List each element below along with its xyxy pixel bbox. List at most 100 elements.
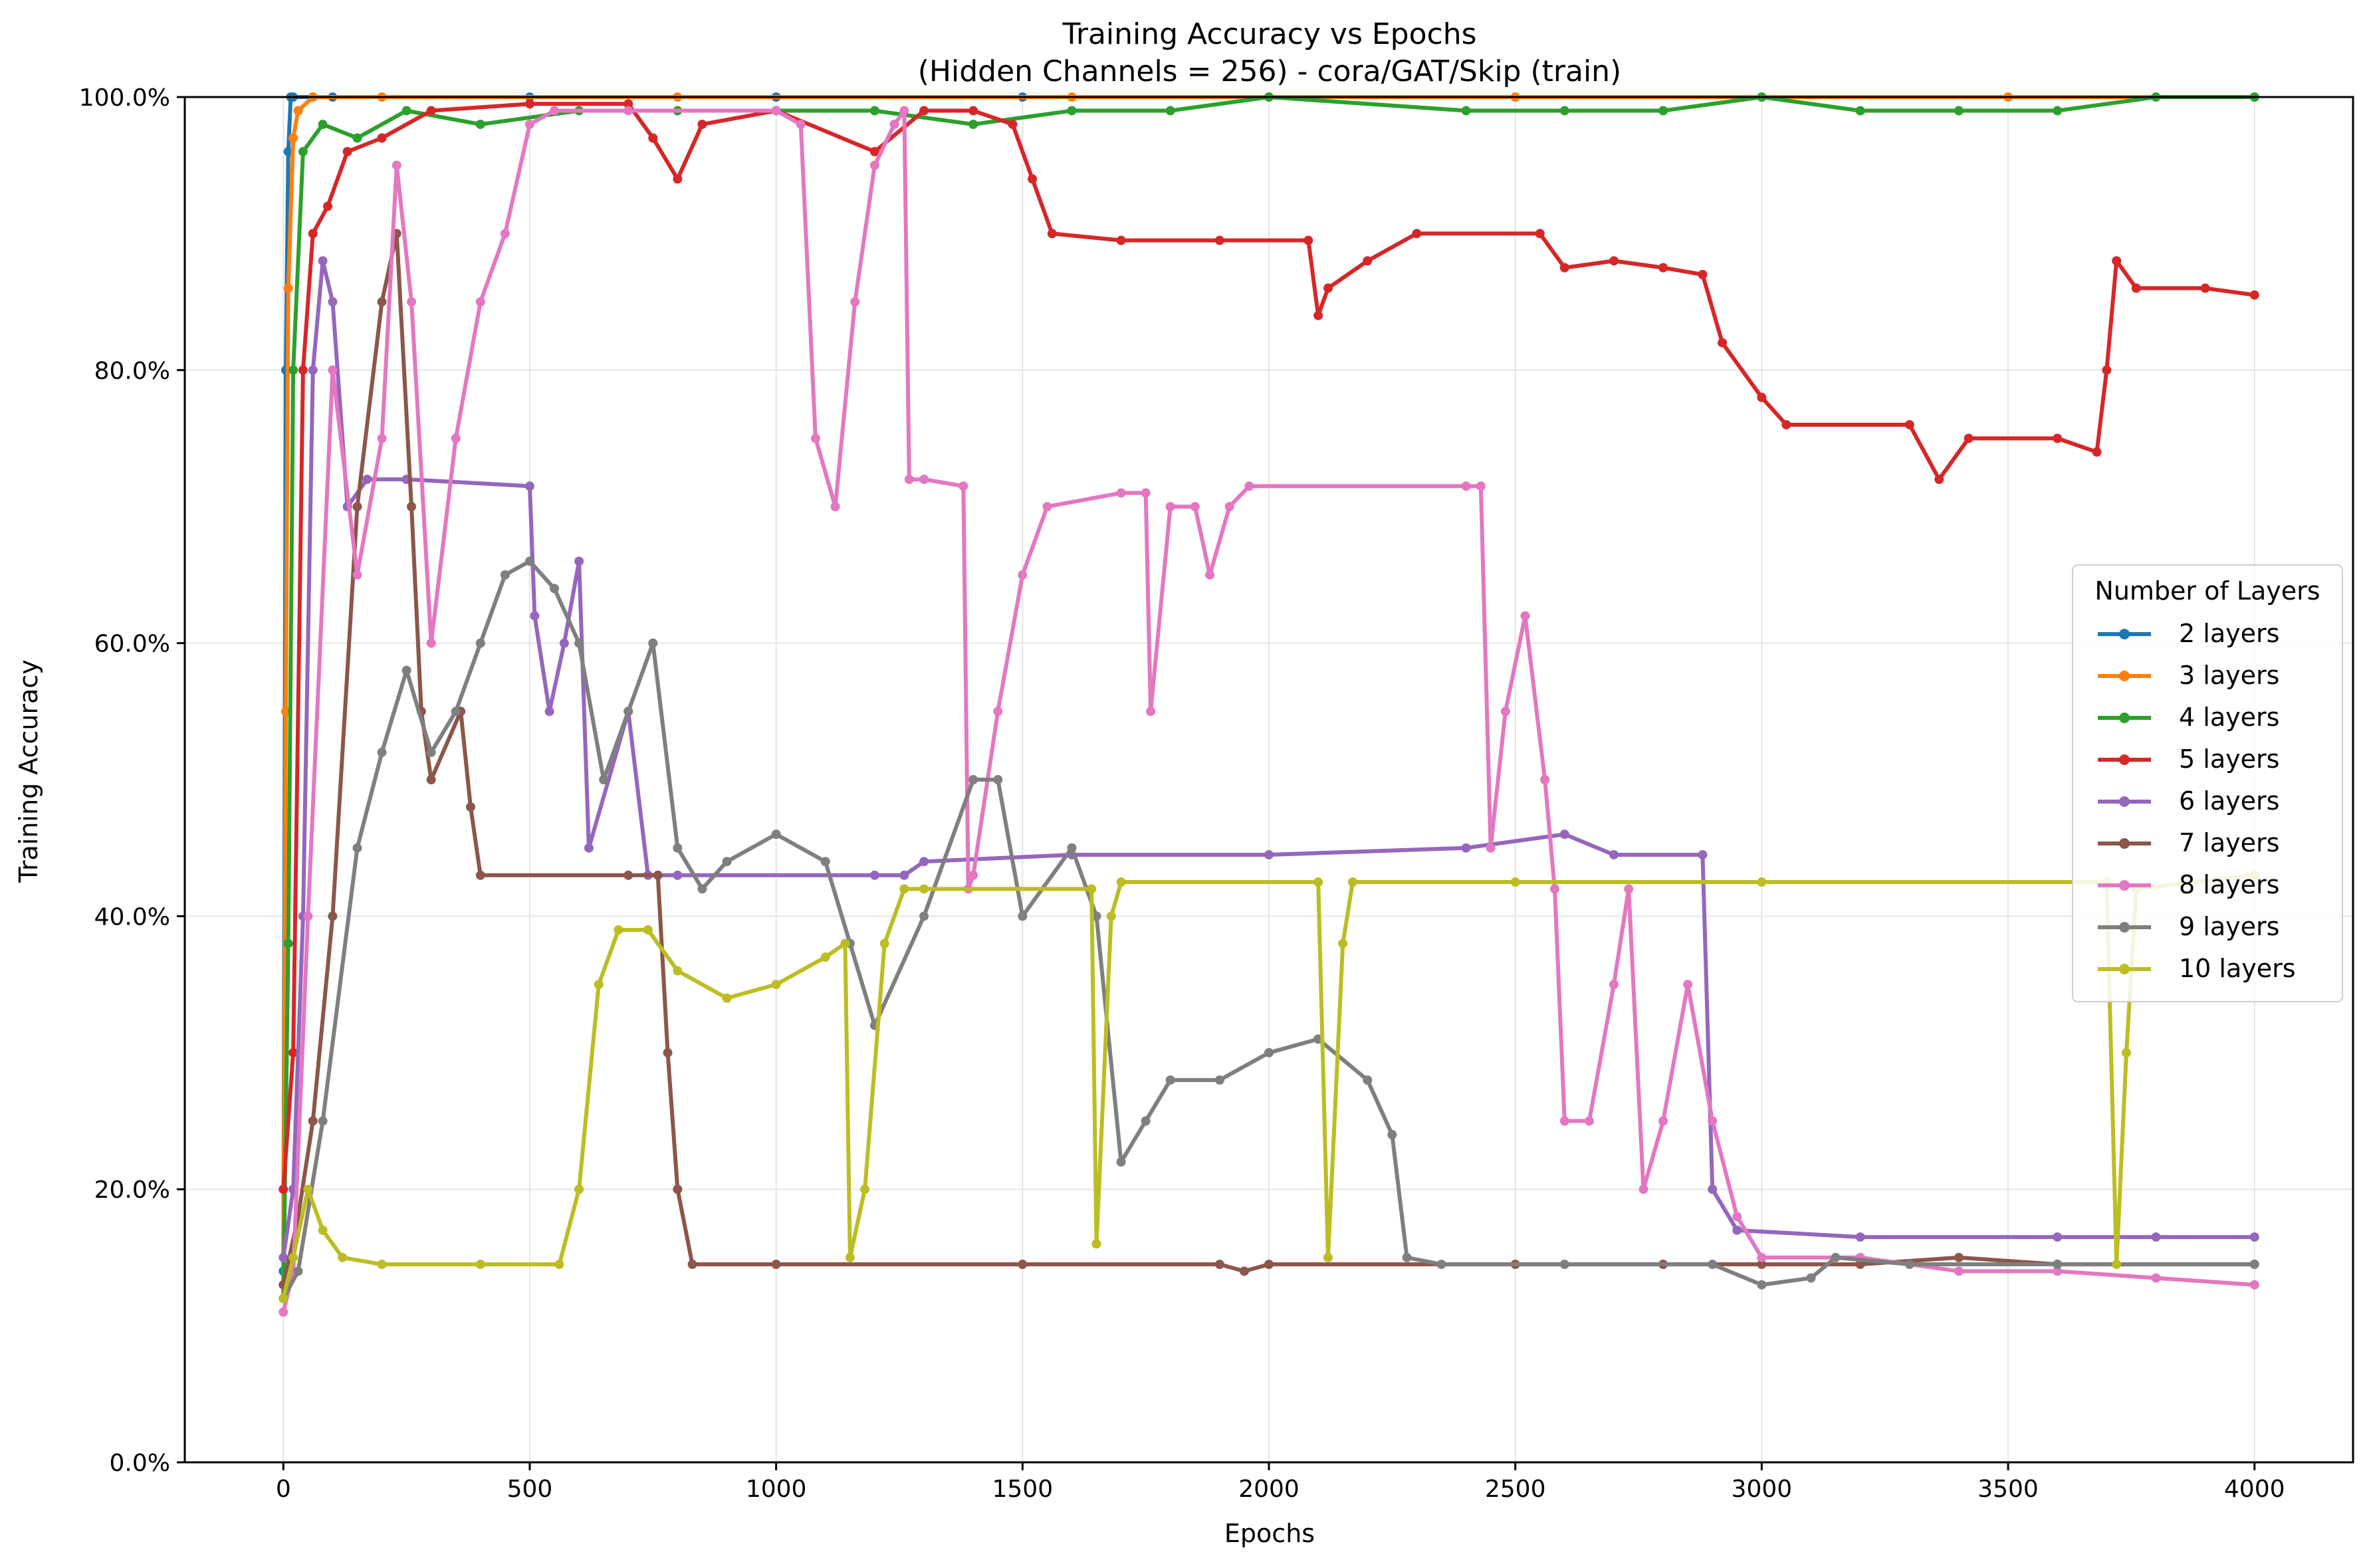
data-point: [1781, 419, 1791, 429]
data-point: [2121, 1048, 2131, 1058]
data-point: [318, 1116, 328, 1126]
data-point: [2053, 106, 2063, 116]
data-point: [771, 830, 781, 840]
data-point: [1964, 433, 1974, 443]
data-point: [283, 283, 293, 293]
data-point: [869, 870, 879, 880]
data-point: [2151, 1273, 2161, 1283]
data-point: [1954, 1266, 1964, 1276]
data-point: [1165, 1075, 1175, 1085]
data-point: [1461, 843, 1471, 853]
data-point: [451, 707, 461, 717]
data-point: [328, 297, 338, 307]
data-point: [1116, 488, 1126, 498]
data-point: [2249, 290, 2259, 300]
data-point: [377, 433, 387, 443]
data-point: [1313, 310, 1323, 320]
data-point: [1535, 229, 1545, 239]
data-point: [303, 911, 313, 921]
axes: 0 500 1000 1500 2000 2500 3000 3500 4000 0.0% 20.0…: [79, 84, 2354, 1503]
y-tick-label: 60.0%: [94, 631, 170, 658]
data-point: [303, 1184, 313, 1194]
chart-title: Training Accuracy vs Epochs: [1062, 17, 1476, 51]
data-point: [475, 120, 485, 130]
data-point: [407, 297, 417, 307]
data-point: [544, 707, 554, 717]
data-point: [968, 120, 978, 130]
legend-swatch-marker: [2119, 713, 2130, 723]
data-point: [1855, 106, 1865, 116]
data-point: [1363, 256, 1373, 266]
data-point: [1214, 1075, 1224, 1085]
data-point: [1708, 1260, 1718, 1270]
data-point: [1116, 1157, 1126, 1167]
legend-entry: 9 layers: [2098, 912, 2279, 941]
data-point: [673, 174, 683, 184]
data-point: [623, 106, 633, 116]
data-point: [352, 843, 362, 853]
data-point: [1436, 1260, 1446, 1270]
data-point: [1559, 1260, 1569, 1270]
data-point: [2249, 1280, 2259, 1289]
series-8-layers: [279, 106, 2259, 1317]
data-point: [1855, 1260, 1865, 1270]
data-point: [1934, 475, 1944, 485]
data-point: [1141, 488, 1151, 498]
data-point: [1303, 235, 1313, 245]
data-point: [869, 147, 879, 157]
data-point: [1954, 106, 1964, 116]
data-point: [2131, 283, 2141, 293]
data-point: [2092, 447, 2102, 457]
data-point: [530, 611, 540, 621]
data-point: [796, 120, 806, 130]
data-point: [919, 106, 929, 116]
data-point: [584, 843, 594, 853]
data-point: [899, 106, 909, 116]
chart-subtitle: (Hidden Channels = 256) - cora/GAT/Skip …: [918, 55, 1621, 88]
data-point: [1683, 980, 1693, 990]
series-5-layers: [279, 99, 2259, 1194]
data-point: [1954, 1252, 1964, 1262]
data-point: [475, 297, 485, 307]
data-point: [2112, 1260, 2122, 1270]
x-tick-label: 3500: [1978, 1476, 2039, 1503]
data-point: [623, 99, 633, 109]
legend-entry: 4 layers: [2098, 703, 2279, 732]
data-point: [574, 1184, 584, 1194]
data-point: [643, 925, 653, 935]
data-point: [879, 939, 889, 949]
data-point: [377, 133, 387, 143]
y-axis-label: Training Accuracy: [14, 659, 43, 883]
data-point: [1757, 1280, 1767, 1289]
data-point: [465, 802, 475, 812]
legend-swatch-marker: [2119, 754, 2130, 765]
data-point: [1264, 849, 1274, 859]
data-point: [840, 939, 850, 949]
data-point: [993, 775, 1003, 784]
data-point: [1214, 1260, 1224, 1270]
data-point: [959, 481, 968, 491]
data-point: [1165, 502, 1175, 512]
legend-entry: 3 layers: [2098, 661, 2279, 690]
data-point: [830, 502, 840, 512]
data-point: [283, 939, 293, 949]
data-point: [771, 1260, 781, 1270]
legend-entry: 10 layers: [2098, 954, 2296, 983]
legend-label: 6 layers: [2179, 786, 2279, 816]
x-tick-label: 1000: [746, 1476, 807, 1503]
data-point: [1264, 1048, 1274, 1058]
data-point: [2053, 433, 2063, 443]
data-point: [1338, 939, 1348, 949]
data-point: [623, 707, 633, 717]
x-axis-label: Epochs: [1224, 1519, 1315, 1548]
data-point: [1904, 419, 1914, 429]
data-point: [919, 884, 929, 894]
data-point: [1387, 1130, 1397, 1140]
data-point: [524, 120, 534, 130]
data-point: [1708, 1116, 1718, 1126]
legend-swatch-marker: [2119, 796, 2130, 807]
data-point: [722, 993, 732, 1003]
data-point: [1757, 392, 1767, 402]
data-point: [318, 120, 328, 130]
